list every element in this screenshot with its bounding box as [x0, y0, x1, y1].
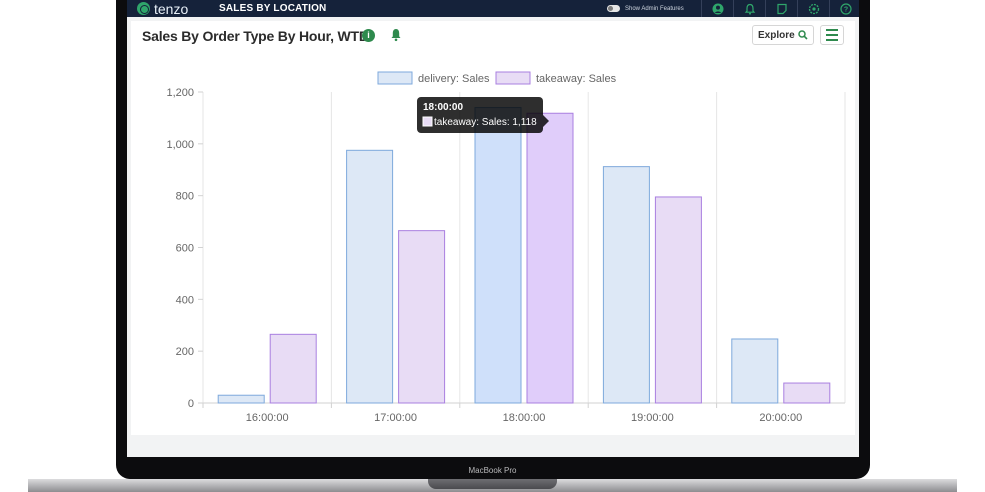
- tooltip-title: 18:00:00: [423, 102, 463, 113]
- legend-label: delivery: Sales: [418, 73, 490, 85]
- bar-delivery: [217, 394, 265, 404]
- svg-text:?: ?: [843, 6, 847, 13]
- y-tick-label: 200: [176, 346, 194, 358]
- legend-swatch: [495, 71, 531, 85]
- bell-icon[interactable]: [389, 27, 403, 43]
- y-tick-label: 0: [188, 398, 194, 410]
- search-icon: [797, 30, 808, 40]
- tooltip-swatch: [422, 116, 433, 127]
- device-label: MacBook Pro: [468, 466, 517, 475]
- top-navbar: tenzo SALES BY LOCATION Show Admin Featu…: [127, 0, 859, 17]
- explore-button[interactable]: Explore: [752, 25, 814, 45]
- bar-delivery: [731, 338, 779, 404]
- bar-takeaway: [783, 382, 831, 404]
- bar-takeaway: [526, 112, 574, 404]
- hamburger-icon: [826, 29, 838, 31]
- bar-delivery: [602, 166, 650, 404]
- x-tick-label: 18:00:00: [503, 412, 546, 424]
- bar-takeaway: [269, 333, 317, 404]
- help-icon[interactable]: ?: [829, 0, 859, 17]
- chart-title: Sales By Order Type By Hour, WTD: [142, 28, 369, 44]
- notes-icon[interactable]: [765, 0, 797, 17]
- y-tick-label: 400: [176, 294, 194, 306]
- legend-label: takeaway: Sales: [536, 73, 617, 85]
- brand-logo[interactable]: tenzo: [137, 0, 188, 17]
- explore-label: Explore: [758, 29, 795, 41]
- settings-icon[interactable]: [797, 0, 829, 17]
- bar-takeaway: [654, 196, 702, 404]
- x-tick-label: 19:00:00: [631, 412, 674, 424]
- brand-name: tenzo: [154, 0, 189, 17]
- tenzo-logo-icon: [137, 2, 150, 15]
- y-tick-label: 1,000: [166, 139, 194, 151]
- topbar-icon-group: ?: [701, 0, 859, 17]
- x-tick-label: 16:00:00: [246, 412, 289, 424]
- admin-features-toggle[interactable]: Show Admin Features: [607, 0, 684, 17]
- user-icon[interactable]: [701, 0, 733, 17]
- bar-delivery: [474, 107, 522, 404]
- tooltip-text: takeaway: Sales: 1,118: [434, 117, 537, 128]
- bar-delivery: [346, 149, 394, 404]
- card-footer: [131, 435, 855, 457]
- y-tick-label: 1,200: [166, 87, 194, 99]
- x-tick-label: 17:00:00: [374, 412, 417, 424]
- info-icon[interactable]: i: [362, 29, 375, 42]
- x-tick-label: 20:00:00: [759, 412, 802, 424]
- tooltip-box: [417, 97, 543, 133]
- bar-takeaway: [398, 230, 446, 404]
- tooltip-caret: [543, 115, 549, 127]
- menu-button[interactable]: [820, 25, 844, 45]
- y-tick-label: 800: [176, 191, 194, 203]
- toggle-switch[interactable]: [607, 5, 620, 12]
- notifications-icon[interactable]: [733, 0, 765, 17]
- admin-features-label: Show Admin Features: [625, 5, 684, 12]
- laptop-notch: [428, 479, 557, 489]
- nav-title[interactable]: SALES BY LOCATION: [219, 3, 327, 14]
- legend-swatch: [377, 71, 413, 85]
- y-tick-label: 600: [176, 243, 194, 255]
